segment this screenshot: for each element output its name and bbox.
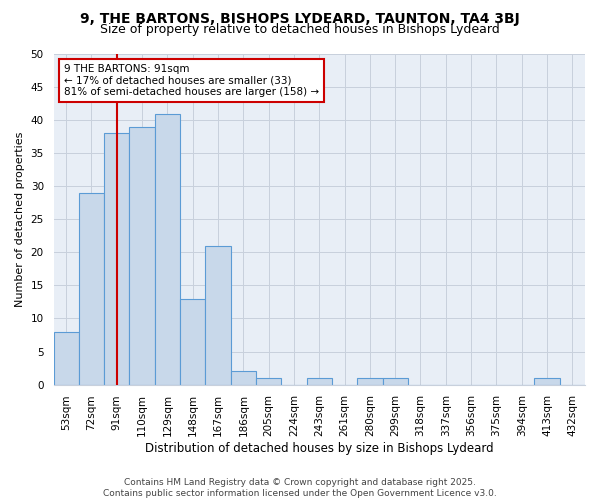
Bar xyxy=(130,126,155,384)
Bar xyxy=(256,378,281,384)
Text: Size of property relative to detached houses in Bishops Lydeard: Size of property relative to detached ho… xyxy=(100,22,500,36)
Bar xyxy=(79,193,104,384)
X-axis label: Distribution of detached houses by size in Bishops Lydeard: Distribution of detached houses by size … xyxy=(145,442,494,455)
Bar xyxy=(155,114,180,384)
Text: 9 THE BARTONS: 91sqm
← 17% of detached houses are smaller (33)
81% of semi-detac: 9 THE BARTONS: 91sqm ← 17% of detached h… xyxy=(64,64,319,97)
Bar xyxy=(205,246,230,384)
Y-axis label: Number of detached properties: Number of detached properties xyxy=(15,132,25,307)
Bar xyxy=(357,378,383,384)
Text: 9, THE BARTONS, BISHOPS LYDEARD, TAUNTON, TA4 3BJ: 9, THE BARTONS, BISHOPS LYDEARD, TAUNTON… xyxy=(80,12,520,26)
Bar xyxy=(53,332,79,384)
Bar xyxy=(535,378,560,384)
Bar xyxy=(230,372,256,384)
Bar xyxy=(307,378,332,384)
Bar xyxy=(180,298,205,384)
Bar xyxy=(383,378,408,384)
Bar xyxy=(104,134,130,384)
Text: Contains HM Land Registry data © Crown copyright and database right 2025.
Contai: Contains HM Land Registry data © Crown c… xyxy=(103,478,497,498)
